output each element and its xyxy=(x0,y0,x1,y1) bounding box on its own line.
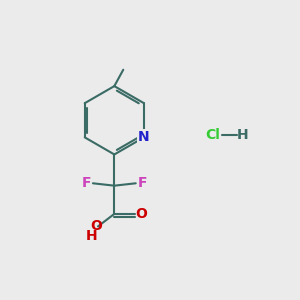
Text: F: F xyxy=(82,176,91,190)
Text: N: N xyxy=(138,130,150,144)
Text: Cl: Cl xyxy=(205,128,220,142)
Text: H: H xyxy=(85,229,97,243)
Text: H: H xyxy=(236,128,248,142)
Text: O: O xyxy=(91,219,102,233)
Text: O: O xyxy=(136,207,148,221)
Text: F: F xyxy=(137,176,147,190)
